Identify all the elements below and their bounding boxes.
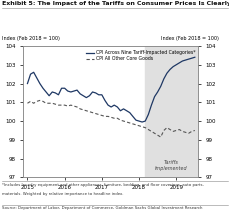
Text: Tariffs
Implemented: Tariffs Implemented [154, 160, 187, 171]
Text: Exhibit 5: The Impact of the Tariffs on Consumer Prices Is Clearly Visible: Exhibit 5: The Impact of the Tariffs on … [2, 1, 229, 6]
Text: materials. Weighted by relative importance to headline index.: materials. Weighted by relative importan… [2, 192, 123, 196]
Text: Index (Feb 2018 = 100): Index (Feb 2018 = 100) [160, 36, 218, 41]
Text: Source: Department of Labor, Department of Commerce, Goldman Sachs Global Invest: Source: Department of Labor, Department … [2, 206, 202, 210]
Legend: CPI Across Nine Tariff-Impacted Categories*, CPI All Other Core Goods: CPI Across Nine Tariff-Impacted Categori… [84, 48, 196, 63]
Text: Index (Feb 2018 = 100): Index (Feb 2018 = 100) [2, 36, 60, 41]
Text: *Includes laundry equipment and other appliances, furniture, bedding, and floor : *Includes laundry equipment and other ap… [2, 183, 203, 187]
Bar [145, 46, 197, 177]
